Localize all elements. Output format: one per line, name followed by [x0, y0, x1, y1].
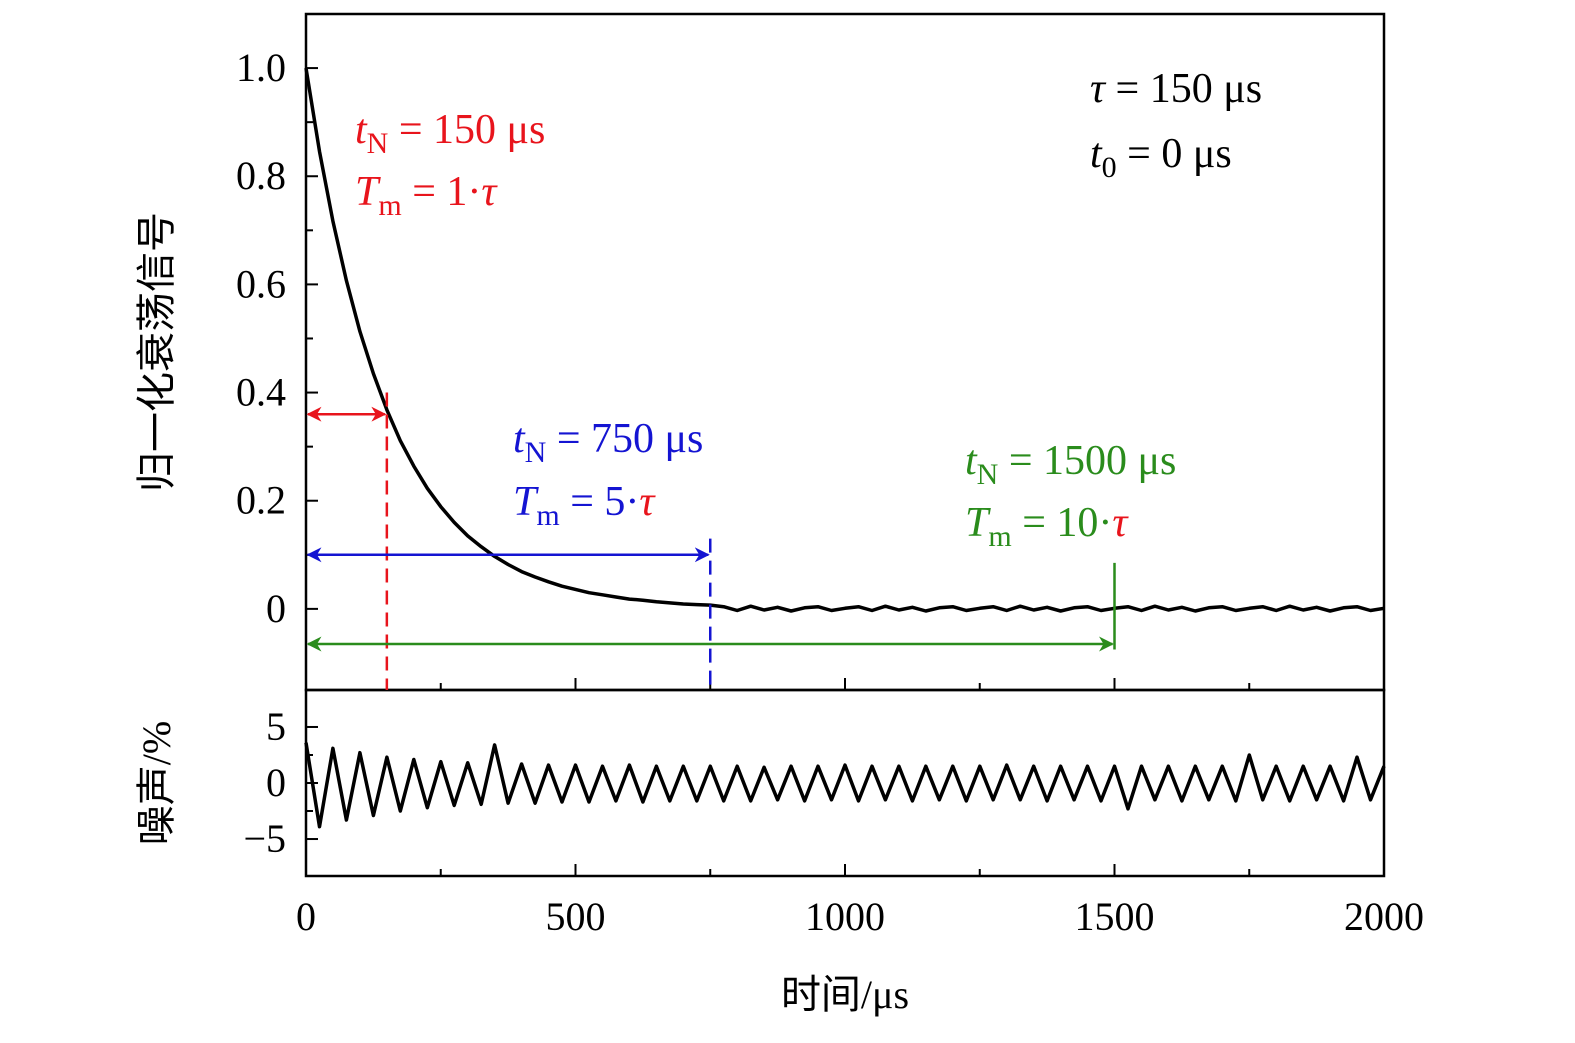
annotation-part: T: [513, 479, 539, 525]
x-tick-label: 0: [296, 894, 316, 939]
annotation-part: t: [1090, 131, 1103, 177]
annotation-part: = 750 μs: [546, 416, 703, 462]
annotation-part: 0: [1102, 151, 1117, 184]
annotation: Tm​ = 5·τ: [513, 479, 656, 532]
annotation-part: m: [536, 499, 559, 532]
annotation-part: N: [977, 458, 999, 491]
annotation-part: = 150 μs: [1105, 66, 1262, 112]
annotation-part: N: [367, 127, 389, 160]
annotation-part: T: [965, 500, 991, 546]
y-tick-label: 0.2: [236, 478, 286, 523]
y-tick-label: −5: [243, 816, 286, 861]
bottom-frame: [304, 688, 1386, 878]
x-tick-label: 500: [546, 894, 606, 939]
x-tick-label: 1000: [805, 894, 885, 939]
annotation-part: T: [355, 169, 381, 215]
y-tick-label: 0.6: [236, 261, 286, 306]
annotation-part: N: [525, 436, 547, 469]
annotation-part: = 1·: [402, 169, 482, 215]
annotation-part: τ: [639, 479, 656, 525]
annotation-part: τ: [1112, 500, 1129, 546]
annotation: tN​ = 1500 μs: [965, 438, 1176, 491]
y-tick-label: 1.0: [236, 45, 286, 90]
x-axis-label: 时间/μs: [781, 972, 909, 1017]
annotation-part: t: [513, 416, 526, 462]
annotation: t0​ = 0 μs: [1090, 131, 1232, 184]
annotation: Tm​ = 10·τ: [965, 500, 1129, 553]
y-axis-label: 噪声/%: [134, 721, 179, 845]
annotation-part: = 150 μs: [388, 107, 545, 153]
annotation-part: m: [378, 189, 401, 222]
y-tick-label: 0: [266, 586, 286, 631]
annotation-part: = 1500 μs: [998, 438, 1176, 484]
y-tick-label: 0.8: [236, 153, 286, 198]
annotation-part: t: [965, 438, 978, 484]
annotation: τ = 150 μs: [1090, 66, 1262, 112]
annotation: Tm​ = 1·τ: [355, 169, 498, 222]
data-line: [304, 742, 1386, 829]
x-tick-label: 1500: [1075, 894, 1155, 939]
annotation: tN​ = 750 μs: [513, 416, 703, 469]
annotation-part: = 5·: [560, 479, 640, 525]
annotation-part: τ: [481, 169, 498, 215]
annotation-part: τ: [1090, 66, 1107, 112]
annotation-part: = 10·: [1012, 500, 1113, 546]
annotation: tN​ = 150 μs: [355, 107, 545, 160]
annotation-part: m: [988, 520, 1011, 553]
y-axis-label: 归一化衰荡信号: [134, 212, 179, 492]
annotation-part: = 0 μs: [1117, 131, 1232, 177]
annotation-part: t: [355, 107, 368, 153]
x-tick-label: 2000: [1344, 894, 1424, 939]
y-tick-label: 5: [266, 704, 286, 749]
y-tick-label: 0.4: [236, 370, 286, 415]
y-tick-label: 0: [266, 760, 286, 805]
